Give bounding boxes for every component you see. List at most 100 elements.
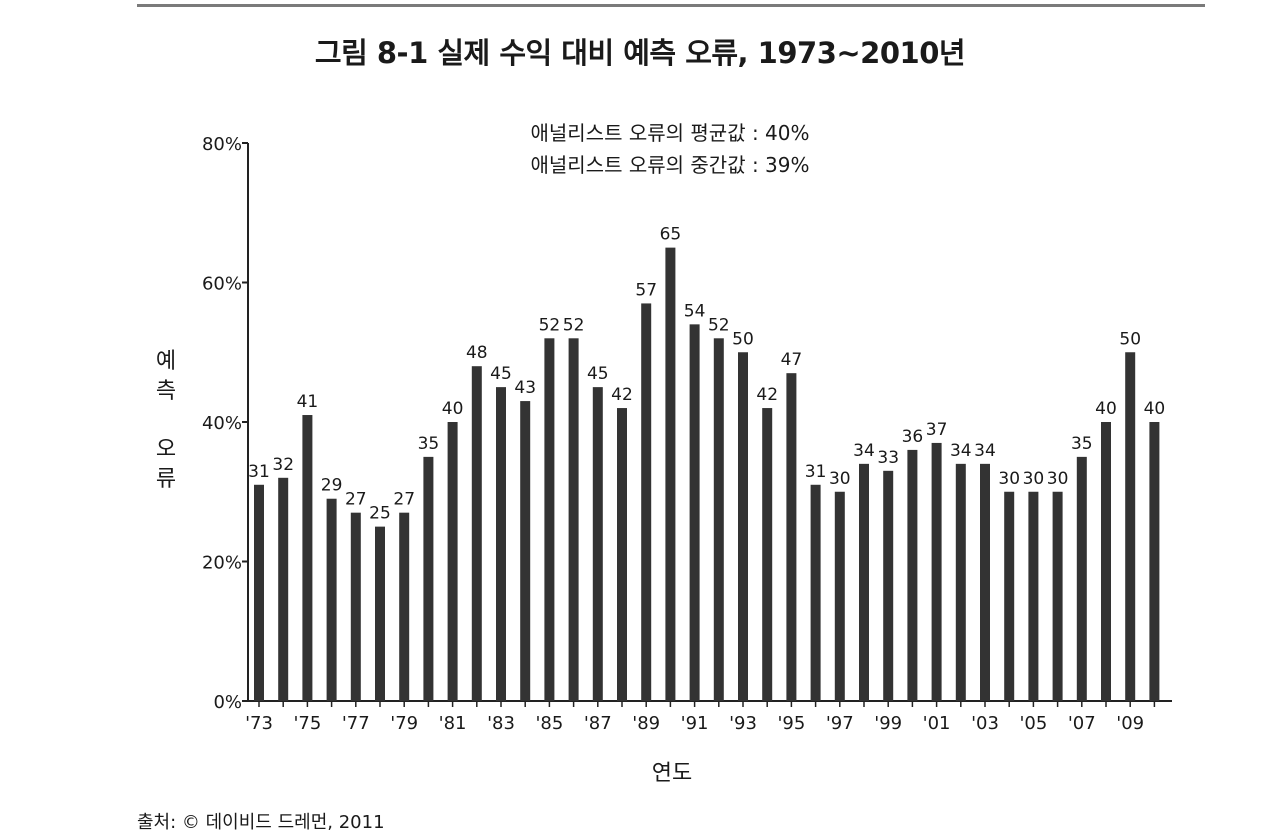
bar-value-label: 34 [853,441,875,461]
x-tick-label: '01 [923,713,951,734]
bar [1149,422,1160,701]
y-tick-label: 40% [202,413,242,434]
bar-value-label: 31 [248,462,270,482]
bar-value-label: 37 [926,420,948,440]
bar-value-label: 25 [369,504,391,524]
x-tick-label: '85 [535,713,563,734]
bar [423,456,434,701]
bar-value-label: 50 [732,329,754,349]
y-tick-label: 80% [202,134,242,155]
bar [1028,491,1039,701]
bar-value-label: 30 [998,469,1020,489]
x-tick-label: '89 [632,713,660,734]
bar-value-label: 29 [321,476,343,496]
x-tick-label: '07 [1068,713,1096,734]
bar-value-label: 45 [490,364,512,384]
top-rule [137,4,1205,7]
y-tick-label: 0% [213,692,242,713]
bar [568,338,579,701]
y-tick-label: 20% [202,553,242,574]
bar-value-label: 35 [418,434,440,454]
x-tick-label: '97 [826,713,854,734]
source-note: 출처: © 데이비드 드레먼, 2011 [137,812,385,833]
bar [375,526,385,701]
bar-value-label: 42 [756,385,778,405]
bar-value-label: 41 [297,392,319,412]
bar [496,387,506,701]
bar [326,498,337,701]
bar [399,512,410,701]
bar-value-label: 35 [1071,434,1093,454]
bar-value-label: 57 [635,280,657,300]
bar [786,373,797,701]
bar [689,324,700,701]
bar [931,442,942,701]
bar-value-label: 52 [563,315,585,335]
median-annotation: 애널리스트 오류의 중간값 : 39% [530,153,810,177]
bar [738,352,748,701]
bar [810,484,821,701]
bar-value-label: 65 [660,225,682,245]
x-tick-label: '87 [584,713,612,734]
bar [350,512,361,701]
y-tick-label: 60% [202,274,242,295]
bar-value-label: 43 [514,378,536,398]
bar [544,338,555,701]
x-tick-label: '05 [1019,713,1047,734]
bar-value-label: 27 [393,490,415,510]
bar-value-label: 45 [587,364,609,384]
bar-value-label: 52 [708,315,730,335]
x-tick-label: '91 [681,713,709,734]
bar [713,338,724,701]
bar [1101,422,1111,701]
bar [278,477,289,701]
bar-value-label: 31 [805,462,827,482]
bar-value-label: 48 [466,343,488,363]
bar [955,463,966,701]
bar [859,463,869,701]
bar [302,415,313,701]
bar-value-label: 30 [1047,469,1069,489]
bar-value-label: 47 [781,350,803,370]
bar [1052,491,1063,701]
bar [665,247,676,701]
bar [641,303,652,701]
x-tick-label: '75 [293,713,321,734]
bar [447,422,458,701]
x-tick-label: '09 [1116,713,1144,734]
bar-value-label: 50 [1119,329,1141,349]
bar-value-label: 42 [611,385,633,405]
bar-value-label: 54 [684,301,706,321]
bar [520,401,531,701]
x-tick-label: '95 [777,713,805,734]
bar-value-label: 32 [272,455,294,475]
bar-value-label: 52 [539,315,561,335]
bar-value-label: 40 [1095,399,1117,419]
mean-annotation: 애널리스트 오류의 평균값 : 40% [530,121,810,145]
x-tick-label: '83 [487,713,515,734]
bar [980,463,990,701]
bar-value-label: 36 [902,427,924,447]
bar-value-label: 27 [345,490,367,510]
x-tick-label: '81 [439,713,467,734]
bar [617,408,627,701]
bar-value-label: 34 [950,441,972,461]
bar [1076,456,1087,701]
bar-value-label: 40 [442,399,464,419]
bar [592,387,603,701]
bar [471,366,482,701]
bar-value-label: 34 [974,441,996,461]
x-tick-label: '79 [390,713,418,734]
bar [1125,352,1136,701]
x-tick-label: '73 [245,713,273,734]
x-tick-label: '03 [971,713,999,734]
bar [834,491,845,701]
x-tick-label: '93 [729,713,757,734]
bar [883,470,894,701]
bar [254,484,264,701]
bar [907,449,918,701]
bar [762,408,773,701]
bar-value-label: 30 [829,469,851,489]
x-tick-label: '99 [874,713,902,734]
